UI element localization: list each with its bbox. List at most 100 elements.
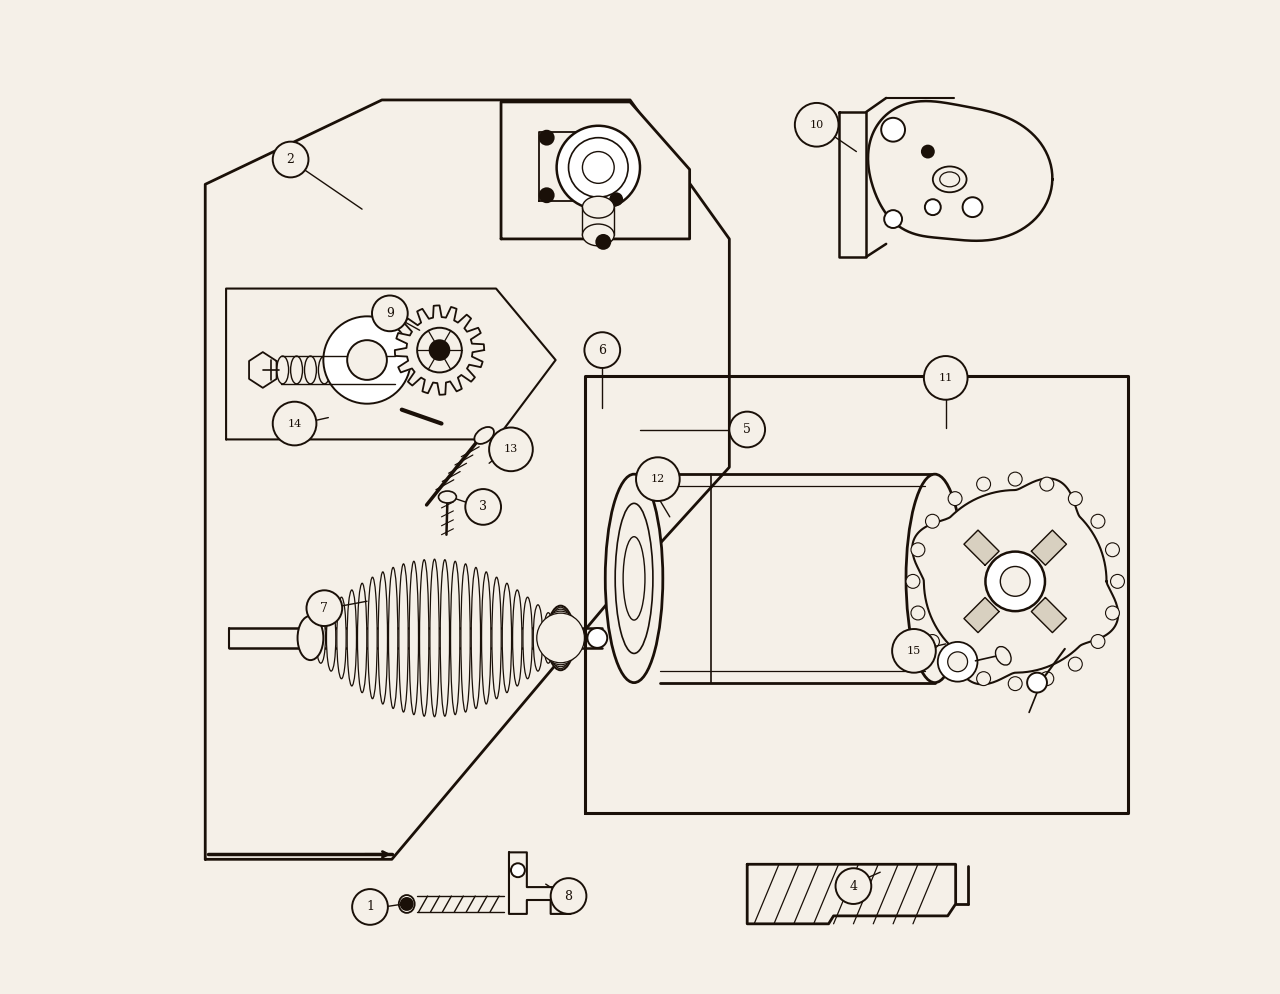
Circle shape <box>585 332 620 368</box>
Circle shape <box>636 457 680 501</box>
Ellipse shape <box>534 604 543 671</box>
Polygon shape <box>1032 530 1066 566</box>
Circle shape <box>347 340 387 380</box>
Circle shape <box>489 427 532 471</box>
Circle shape <box>922 145 934 157</box>
Circle shape <box>911 606 925 620</box>
Ellipse shape <box>549 607 572 669</box>
Circle shape <box>948 492 963 506</box>
Ellipse shape <box>616 503 653 653</box>
Circle shape <box>1069 492 1083 506</box>
Ellipse shape <box>367 578 378 699</box>
Ellipse shape <box>481 572 492 704</box>
Ellipse shape <box>906 474 964 683</box>
Text: 3: 3 <box>479 500 488 514</box>
Circle shape <box>948 657 963 671</box>
Ellipse shape <box>276 356 288 384</box>
Polygon shape <box>394 305 484 395</box>
Circle shape <box>324 316 411 404</box>
Text: 6: 6 <box>598 344 607 357</box>
Ellipse shape <box>545 609 576 667</box>
Polygon shape <box>913 478 1119 684</box>
Circle shape <box>1000 567 1030 596</box>
Polygon shape <box>964 530 1000 566</box>
Text: 8: 8 <box>564 890 572 903</box>
Ellipse shape <box>439 491 457 503</box>
Circle shape <box>352 889 388 924</box>
Circle shape <box>795 103 838 146</box>
Polygon shape <box>585 376 1129 813</box>
Ellipse shape <box>582 224 614 246</box>
Ellipse shape <box>374 356 385 384</box>
Circle shape <box>611 193 622 205</box>
Ellipse shape <box>337 597 346 679</box>
Ellipse shape <box>378 572 388 704</box>
Text: 5: 5 <box>744 423 751 436</box>
Ellipse shape <box>582 196 614 218</box>
Circle shape <box>540 188 554 202</box>
Polygon shape <box>748 864 956 923</box>
Circle shape <box>977 477 991 491</box>
Polygon shape <box>509 852 571 913</box>
Ellipse shape <box>347 590 356 686</box>
Text: TM: TM <box>767 479 780 488</box>
Circle shape <box>892 629 936 673</box>
Ellipse shape <box>410 562 419 715</box>
Circle shape <box>557 126 640 209</box>
Ellipse shape <box>420 560 429 717</box>
Text: 13: 13 <box>504 444 518 454</box>
Polygon shape <box>250 352 276 388</box>
Text: PartsTree: PartsTree <box>378 480 813 558</box>
Circle shape <box>938 642 978 682</box>
Text: 10: 10 <box>809 119 824 130</box>
Text: 14: 14 <box>288 418 302 428</box>
Circle shape <box>466 489 500 525</box>
Text: 15: 15 <box>906 646 922 656</box>
Polygon shape <box>868 101 1052 241</box>
Circle shape <box>1106 606 1120 620</box>
Ellipse shape <box>536 613 585 663</box>
Circle shape <box>1009 677 1023 691</box>
Circle shape <box>906 575 920 588</box>
Circle shape <box>1111 575 1124 588</box>
Circle shape <box>550 878 586 913</box>
Text: 4: 4 <box>850 880 858 893</box>
Ellipse shape <box>316 612 325 663</box>
Text: 11: 11 <box>938 373 952 383</box>
Circle shape <box>273 402 316 445</box>
Circle shape <box>730 412 765 447</box>
Circle shape <box>582 151 614 183</box>
Circle shape <box>588 628 607 648</box>
Circle shape <box>540 131 554 144</box>
Circle shape <box>401 898 412 910</box>
Ellipse shape <box>544 612 553 663</box>
Text: 7: 7 <box>320 601 328 614</box>
Ellipse shape <box>451 562 460 715</box>
Circle shape <box>273 142 308 177</box>
Circle shape <box>836 868 872 904</box>
Circle shape <box>430 340 449 360</box>
Circle shape <box>1039 477 1053 491</box>
Ellipse shape <box>461 564 470 712</box>
Ellipse shape <box>346 356 358 384</box>
Circle shape <box>925 514 940 528</box>
Circle shape <box>977 672 991 686</box>
Text: 12: 12 <box>650 474 666 484</box>
Circle shape <box>1091 514 1105 528</box>
Ellipse shape <box>524 597 532 679</box>
Text: 2: 2 <box>287 153 294 166</box>
Ellipse shape <box>440 560 449 717</box>
Ellipse shape <box>291 356 302 384</box>
Circle shape <box>1069 657 1083 671</box>
Circle shape <box>1009 472 1023 486</box>
Ellipse shape <box>326 604 335 671</box>
Circle shape <box>511 863 525 877</box>
Circle shape <box>881 118 905 142</box>
Ellipse shape <box>297 616 324 660</box>
Ellipse shape <box>623 537 645 620</box>
Circle shape <box>417 328 462 373</box>
Ellipse shape <box>306 620 315 655</box>
Circle shape <box>884 210 902 228</box>
Polygon shape <box>964 597 1000 632</box>
Circle shape <box>568 138 628 197</box>
